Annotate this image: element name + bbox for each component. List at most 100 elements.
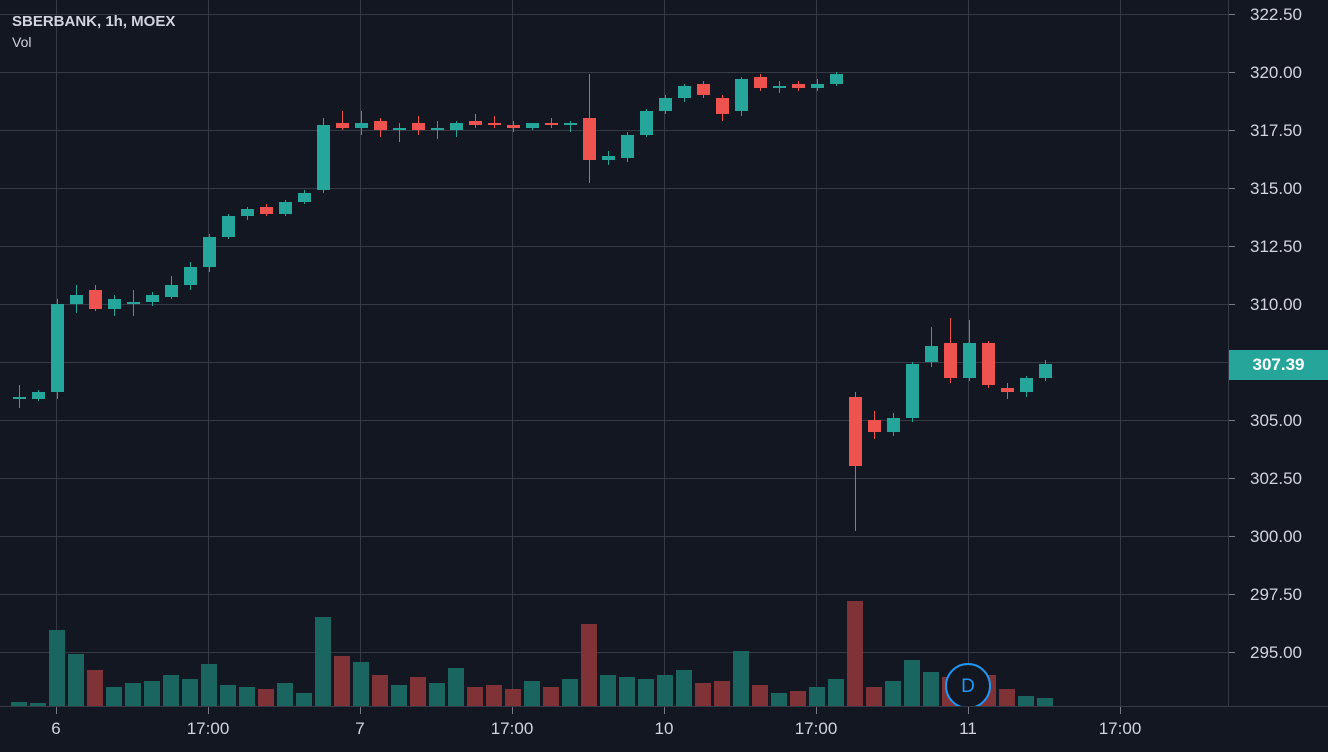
time-scale-divider [0,706,1328,707]
time-tick-mark [56,707,57,714]
volume-bar [999,689,1015,706]
candle-body-bearish [373,120,387,130]
price-tick-label: 305.00 [1250,411,1302,430]
candle-body-bearish [848,396,862,467]
candle-body-bearish [753,76,767,89]
time-tick-label: 17:00 [186,719,230,738]
price-tick-label: 320.00 [1250,63,1302,82]
time-tick-mark [512,707,513,714]
candle-body-bearish [506,125,520,128]
candle-body-bearish [715,97,729,114]
volume-bar [809,687,825,706]
volume-bar [106,687,122,706]
volume-bar [87,670,103,706]
volume-bar [334,655,350,706]
candle-body-bullish [392,127,406,130]
candle-body-bullish [525,123,539,128]
candle-body-bullish [145,294,159,302]
volume-bar [296,693,312,706]
candle-body-bearish [411,123,425,130]
gridline-horizontal [0,130,1228,131]
volume-bar [144,680,160,706]
volume-bar [448,668,464,706]
volume-bar [771,693,787,706]
last-price-badge[interactable]: 307.39 [1229,349,1328,380]
gridline-vertical [1120,0,1121,706]
volume-bar [1037,697,1053,706]
time-tick-label: 11 [959,719,977,738]
candle-body-bullish [316,125,330,191]
candle-body-bearish [259,206,273,214]
gridline-horizontal [0,72,1228,73]
price-scale[interactable]: 322.50 320.00 317.50 315.00 312.50 310.00 307.… [1228,0,1328,752]
gridline-vertical [512,0,513,706]
volume-bar [182,678,198,706]
price-tick-mark [1229,420,1235,421]
volume-bar [581,624,597,706]
gridline-horizontal [0,536,1228,537]
volume-bar [1018,695,1034,706]
volume-bar [676,670,692,706]
candle-body-bearish [981,343,995,386]
candle-body-bullish [677,85,691,98]
volume-bar [847,601,863,706]
candle-wick [551,118,552,128]
candle-body-bullish [658,97,672,112]
gridline-horizontal [0,188,1228,189]
volume-bar [543,687,559,706]
price-tick-mark [1229,188,1235,189]
candle-body-bullish [12,396,26,399]
gridline-horizontal [0,478,1228,479]
candle-body-bullish [430,127,444,130]
candle-body-bullish [221,215,235,237]
volume-bar [562,678,578,706]
candle-body-bullish [297,192,311,202]
time-scale[interactable]: 6 17:00 7 17:00 10 17:00 11 17:00 [0,706,1328,752]
price-tick-label: 302.50 [1250,469,1302,488]
chart-plot-area[interactable]: D SBERBANK, 1h, MOEX Vol [0,0,1228,706]
candle-wick [342,111,343,130]
volume-bar [828,678,844,706]
candle-body-bearish [544,123,558,126]
price-tick-mark [1229,478,1235,479]
time-tick-label: 17:00 [1098,719,1142,738]
price-tick-label: 295.00 [1250,643,1302,662]
candle-body-bullish [69,294,83,304]
gridline-vertical [208,0,209,706]
candle-body-bullish [772,85,786,89]
candle-body-bearish [943,343,957,379]
candle-body-bullish [734,78,748,112]
candle-wick [399,123,400,142]
volume-bar [49,630,65,706]
volume-bar [733,651,749,706]
price-tick-mark [1229,304,1235,305]
volume-bar [315,616,331,706]
price-tick-label: 322.50 [1250,5,1302,24]
price-tick-label: 310.00 [1250,295,1302,314]
volume-bar [467,687,483,706]
gridline-horizontal [0,304,1228,305]
candle-body-bullish [240,208,254,216]
time-tick-mark [968,707,969,714]
time-tick-mark [360,707,361,714]
volume-bar [619,676,635,706]
volume-bar [638,678,654,706]
volume-bar [524,680,540,706]
price-tick-mark [1229,72,1235,73]
gridline-vertical [816,0,817,706]
candle-body-bullish [905,364,919,418]
candle-body-bullish [1019,378,1033,393]
volume-bar [486,685,502,706]
time-tick-mark [816,707,817,714]
dividend-marker[interactable]: D [945,663,991,706]
candle-body-bullish [829,74,843,84]
candle-body-bullish [810,83,824,89]
volume-bar [125,682,141,706]
volume-bar [904,659,920,706]
time-tick-label: 7 [355,719,365,738]
volume-bar [68,653,84,706]
candle-body-bullish [50,304,64,393]
candle-body-bullish [183,266,197,286]
candle-body-bearish [335,123,349,128]
